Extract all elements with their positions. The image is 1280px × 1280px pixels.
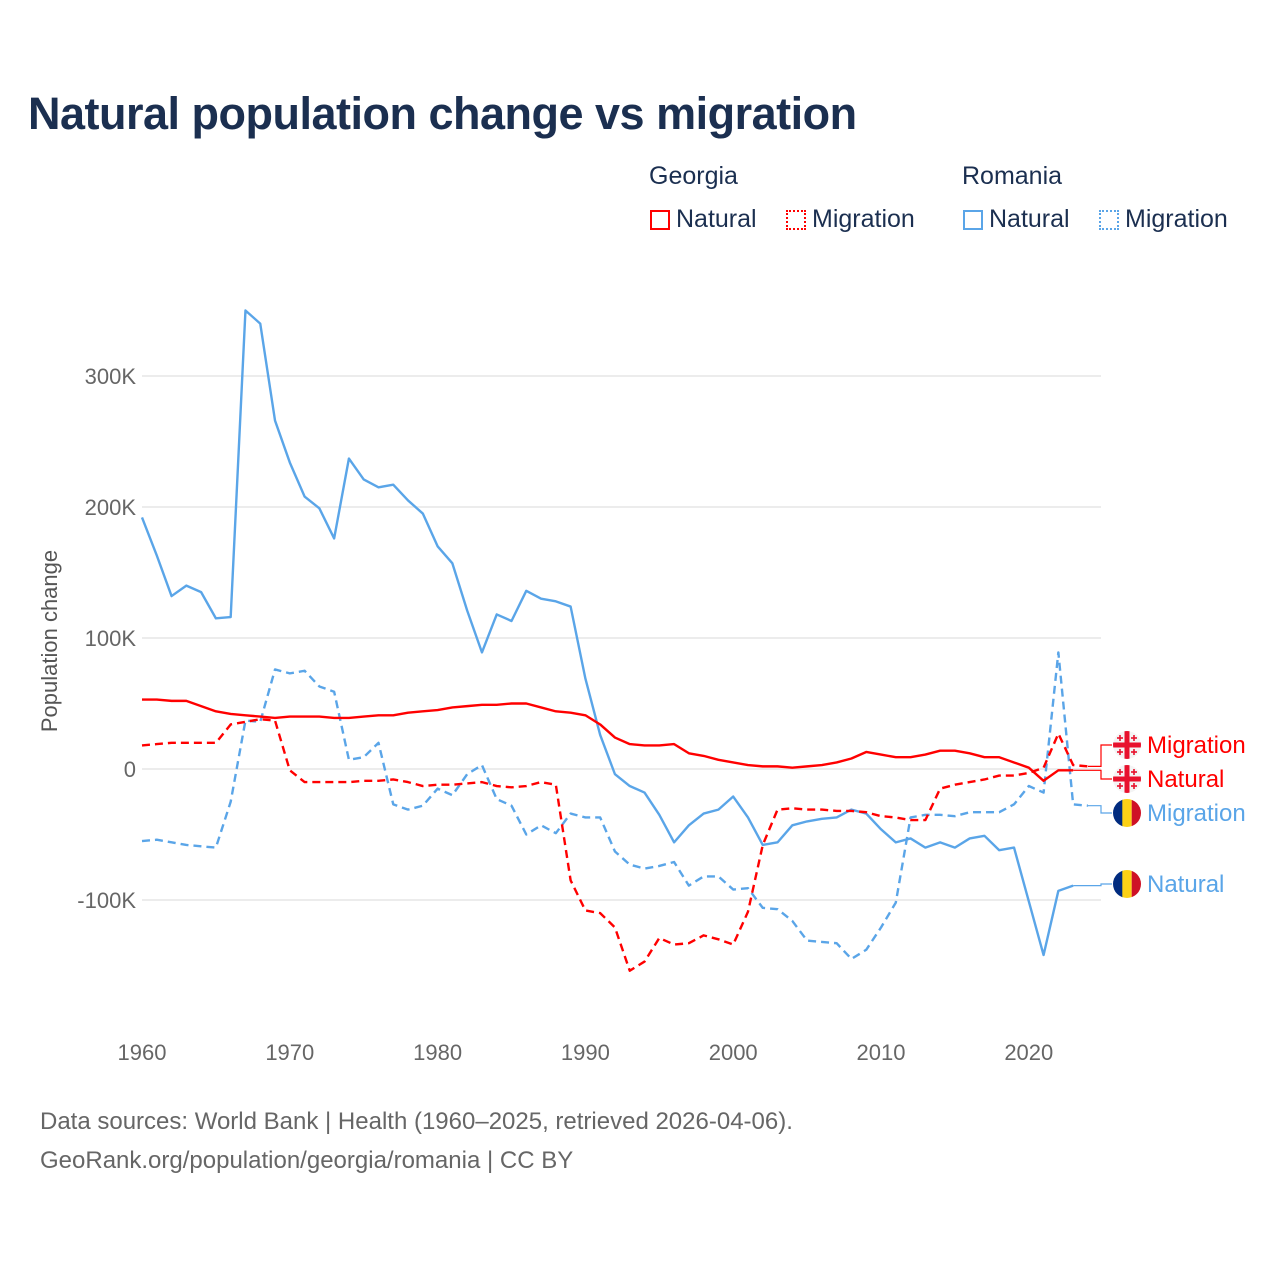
legend-label: Migration: [812, 205, 915, 233]
x-tick-label: 2020: [1004, 1040, 1053, 1065]
legend-swatch-dotted: [786, 209, 806, 230]
legend-item-romania-natural[interactable]: Natural: [963, 205, 1070, 234]
series-end-label: Natural: [1147, 766, 1224, 793]
romania-natural-line: [140, 309, 1074, 957]
x-tick-label: 2000: [709, 1040, 758, 1065]
series-end-label: Migration: [1147, 800, 1246, 827]
legend-label: Migration: [1125, 205, 1228, 233]
georgia-flag-icon: [1113, 731, 1141, 759]
legend-label: Natural: [989, 205, 1070, 233]
legend-swatch-dotted: [1099, 209, 1119, 230]
romania-flag-icon: [1113, 799, 1141, 827]
legend-item-georgia-migration[interactable]: Migration: [786, 205, 915, 234]
y-tick-label: 100K: [85, 626, 137, 651]
y-tick-label: 0: [124, 757, 136, 782]
chart-title: Natural population change vs migration: [28, 88, 857, 139]
x-tick-label: 2010: [857, 1040, 906, 1065]
legend-group-romania: Romania: [962, 162, 1063, 190]
legend-swatch-solid: [650, 209, 670, 230]
x-tick-label: 1970: [265, 1040, 314, 1065]
legend-label: Natural: [676, 205, 757, 233]
source-line-2: GeoRank.org/population/georgia/romania |…: [40, 1147, 574, 1174]
x-tick-label: 1980: [413, 1040, 462, 1065]
romania-migration-line: [141, 651, 1089, 961]
source-line-1: Data sources: World Bank | Health (1960–…: [40, 1108, 793, 1135]
label-connector: [1087, 805, 1112, 814]
y-tick-label: 200K: [85, 495, 137, 520]
label-connector: [1073, 769, 1112, 780]
y-tick-label: -100K: [77, 888, 136, 913]
legend-group-georgia: Georgia: [649, 162, 738, 190]
x-tick-label: 1960: [118, 1040, 167, 1065]
romania-flag-icon: [1113, 870, 1141, 898]
series-end-label: Natural: [1147, 871, 1224, 898]
label-connector: [1073, 883, 1112, 887]
legend-swatch-solid: [963, 209, 983, 230]
series-end-label: Migration: [1147, 732, 1246, 759]
legend-item-romania-migration[interactable]: Migration: [1099, 205, 1228, 234]
legend-item-georgia-natural[interactable]: Natural: [650, 205, 757, 234]
y-tick-label: 300K: [85, 364, 137, 389]
georgia-flag-icon: [1113, 765, 1141, 793]
georgia-migration-line: [141, 718, 1089, 972]
georgia-natural-line: [142, 698, 1074, 782]
label-connector: [1087, 744, 1112, 767]
x-tick-label: 1990: [561, 1040, 610, 1065]
